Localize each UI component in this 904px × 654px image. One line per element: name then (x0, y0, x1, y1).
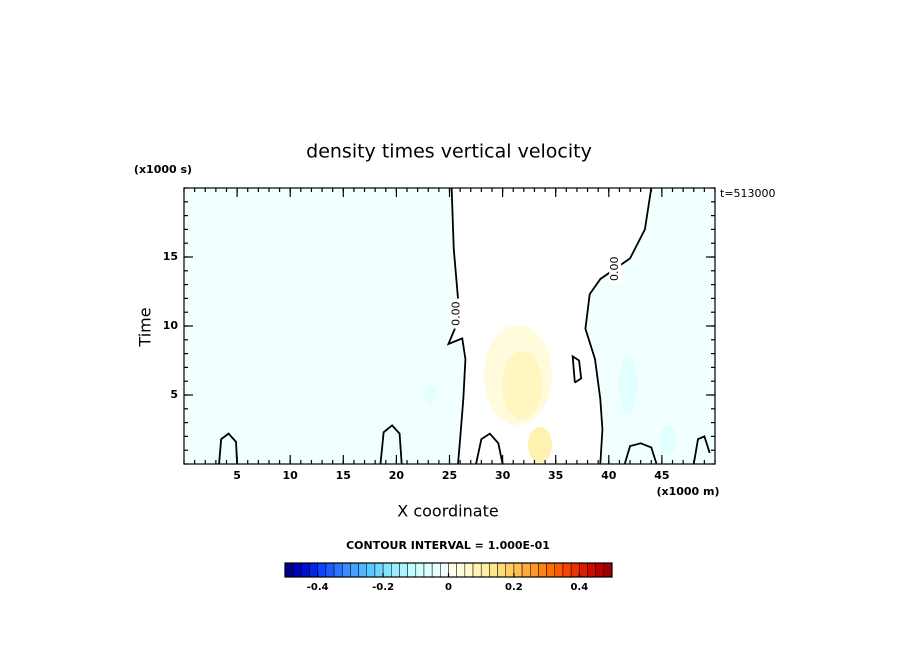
contour-line (571, 354, 583, 384)
colorbar-cell (382, 562, 392, 578)
colorbar-cell (595, 562, 605, 578)
x-tick-label: 20 (389, 469, 405, 482)
time-label: t=513000 (720, 187, 776, 200)
colorbar-tick-label: 0.2 (505, 582, 523, 593)
x-tick-label: 35 (548, 469, 563, 482)
x-axis-label: X coordinate (397, 502, 498, 521)
colorbar-cell (505, 562, 515, 578)
colorbar-cell (480, 562, 490, 578)
colorbar-cell (333, 562, 343, 578)
colorbar-cell (456, 562, 466, 578)
x-tick-label: 40 (601, 469, 617, 482)
y-tick-label: 10 (163, 319, 179, 332)
colorbar-cell (292, 562, 302, 578)
y-tick-label: 15 (163, 250, 178, 263)
contour-line (692, 435, 711, 465)
colorbar-cell (415, 562, 425, 578)
colorbar-cell (309, 562, 318, 578)
field-fill (528, 427, 552, 463)
contour-line (584, 187, 653, 465)
field-fill (502, 351, 542, 419)
colorbar-cell (497, 562, 506, 578)
x-tick-label: 25 (442, 469, 457, 482)
colorbar-cell (431, 562, 441, 578)
field-fill (619, 355, 637, 415)
colorbar-cell (399, 562, 408, 578)
x-tick-label: 5 (233, 469, 241, 482)
contour-label: 0.00 (608, 256, 621, 281)
colorbar-cell (301, 562, 310, 578)
x-tick-label: 10 (283, 469, 299, 482)
colorbar-cell (570, 562, 580, 578)
contour-line (475, 432, 504, 465)
colorbar-tick-label: -0.2 (372, 582, 394, 593)
colorbar-cell (423, 562, 433, 578)
contour-label: 0.00 (449, 301, 462, 326)
colorbar-cell (317, 562, 327, 578)
colorbar-tick-label: 0 (445, 582, 452, 593)
colorbar-cell (391, 562, 400, 578)
colorbar-cell (325, 562, 335, 578)
colorbar-cell (521, 562, 531, 578)
colorbar-cell (538, 562, 547, 578)
colorbar-cell (350, 562, 359, 578)
colorbar-tick-label: -0.4 (307, 582, 329, 593)
colorbar-cell (358, 562, 368, 578)
colorbar-cell (448, 562, 457, 578)
contour-label-bg (450, 298, 463, 329)
contour-label-bg (609, 253, 622, 284)
colorbar-cell (407, 562, 417, 578)
colorbar-cell (472, 562, 482, 578)
contour-line (446, 187, 467, 465)
colorbar-cell (579, 562, 588, 578)
colorbar-cell (562, 562, 572, 578)
x-tick-label: 15 (336, 469, 351, 482)
contour-line (379, 424, 403, 465)
colorbar-tick-label: 0.4 (570, 582, 588, 593)
colorbar-cell (546, 562, 556, 578)
x-tick-label: 30 (495, 469, 511, 482)
colorbar-cell (489, 562, 498, 578)
field-fill (659, 426, 677, 454)
colorbar-cell (366, 562, 376, 578)
colorbar-cell (341, 562, 351, 578)
colorbar-cell (513, 562, 523, 578)
colorbar-cell (374, 562, 384, 578)
y-tick-label: 5 (170, 388, 178, 401)
colorbar-cell (587, 562, 596, 578)
colorbar-cell (530, 562, 539, 578)
colorbar-cell (284, 562, 294, 578)
field-fill (424, 386, 436, 404)
colorbar-cell (440, 562, 449, 578)
contour-line (218, 432, 238, 465)
contour-line (623, 442, 658, 465)
y-axis-label: Time (136, 307, 155, 347)
colorbar-cell (554, 562, 564, 578)
y-unit: (x1000 s) (134, 163, 192, 176)
x-tick-label: 45 (654, 469, 669, 482)
colorbar-cell (464, 562, 474, 578)
colorbar-cell (603, 562, 613, 578)
contour-interval: CONTOUR INTERVAL = 1.000E-01 (346, 539, 550, 552)
chart-title: density times vertical velocity (306, 141, 592, 163)
x-unit: (x1000 m) (656, 485, 719, 498)
